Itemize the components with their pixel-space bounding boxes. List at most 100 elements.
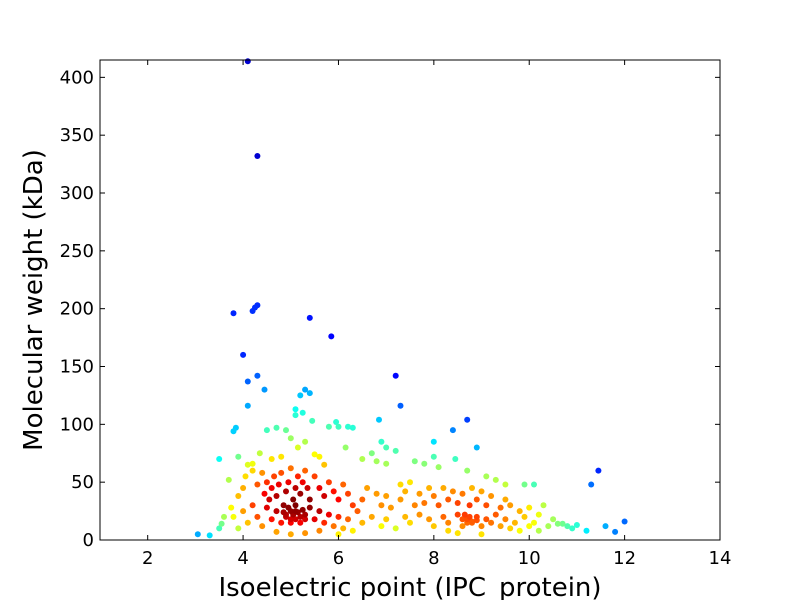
scatter-point: [259, 523, 266, 530]
scatter-point: [602, 523, 609, 530]
scatter-point: [249, 308, 256, 314]
scatter-point: [249, 467, 256, 474]
scatter-point: [302, 516, 309, 523]
scatter-point: [335, 423, 342, 430]
scatter-point: [321, 519, 328, 526]
scatter-point: [449, 488, 456, 495]
scatter-point: [244, 378, 251, 385]
scatter-point: [378, 502, 385, 509]
scatter-point: [421, 500, 428, 506]
scatter-point: [254, 481, 261, 488]
scatter-point: [259, 469, 266, 476]
scatter-point: [306, 390, 313, 397]
scatter-point: [507, 502, 514, 509]
scatter-point: [304, 485, 311, 491]
scatter-point: [483, 473, 490, 480]
scatter-point: [235, 493, 242, 499]
scatter-point: [349, 527, 356, 534]
scatter-point: [502, 496, 509, 503]
scatter-point: [430, 523, 437, 530]
y-tick-label: 400: [60, 67, 94, 88]
scatter-point: [335, 513, 342, 520]
scatter-point: [345, 423, 351, 430]
scatter-point: [454, 511, 461, 518]
scatter-point: [218, 520, 225, 527]
scatter-point: [478, 531, 485, 538]
scatter-point: [392, 447, 399, 454]
scatter-point: [249, 460, 256, 467]
scatter-point: [273, 493, 280, 499]
scatter-point: [230, 513, 237, 520]
scatter-point: [483, 502, 490, 509]
scatter-point: [368, 513, 375, 520]
scatter-point: [573, 522, 580, 528]
scatter-point: [299, 479, 306, 486]
scatter-point: [280, 502, 287, 509]
scatter-point: [299, 409, 306, 416]
scatter-point: [521, 481, 528, 488]
scatter-point: [244, 58, 251, 65]
scatter-point: [333, 419, 340, 425]
scatter-point: [554, 520, 561, 527]
x-tick-label: 14: [709, 548, 732, 569]
scatter-point: [387, 504, 394, 511]
scatter-point: [244, 402, 251, 409]
scatter-point: [497, 523, 504, 530]
ticks-layer: 2 4 6 8 10 12 14 0 50 100 150 200 250 300 350 400: [60, 60, 732, 569]
scatter-point: [402, 488, 409, 495]
scatter-point: [349, 424, 356, 431]
x-tick-label: 6: [333, 548, 344, 569]
scatter-point: [511, 519, 518, 526]
scatter-point: [306, 314, 313, 321]
scatter-point: [292, 485, 299, 491]
scatter-point: [621, 518, 628, 525]
scatter-point: [240, 485, 247, 491]
scatter-point: [325, 479, 332, 486]
scatter-point: [278, 519, 285, 526]
scatter-point: [416, 490, 423, 497]
scatter-point: [440, 485, 447, 491]
scatter-point: [240, 508, 247, 515]
scatter-point: [294, 444, 301, 451]
scatter-point: [206, 532, 213, 539]
scatter-point: [235, 453, 242, 460]
y-tick-label: 250: [60, 241, 94, 262]
scatter-point: [383, 493, 390, 499]
points-layer: [194, 58, 628, 539]
scatter-point: [354, 508, 361, 515]
scatter-point: [316, 485, 323, 491]
scatter-point: [297, 392, 304, 399]
scatter-point: [194, 531, 201, 538]
scatter-point: [407, 519, 413, 526]
x-tick-label: 12: [613, 548, 636, 569]
scatter-point: [583, 527, 590, 534]
scatter-point: [430, 453, 437, 460]
scatter-point: [290, 496, 297, 503]
scatter-point: [263, 427, 270, 434]
scatter-point: [502, 481, 509, 488]
scatter-point: [466, 513, 473, 520]
scatter-point: [302, 386, 309, 393]
scatter-point: [430, 493, 437, 499]
scatter-point: [325, 423, 332, 430]
scatter-point: [595, 467, 602, 474]
scatter-point: [261, 386, 268, 393]
scatter-point: [340, 481, 347, 488]
scatter-point: [373, 458, 380, 465]
scatter-point: [330, 488, 337, 495]
scatter-point: [392, 372, 399, 379]
scatter-point: [278, 453, 285, 460]
scatter-point: [612, 528, 619, 535]
scatter-point: [297, 490, 304, 497]
scatter-point: [488, 493, 495, 499]
scatter-point: [469, 485, 475, 491]
scatter-point: [383, 516, 390, 523]
scatter-point: [445, 519, 452, 526]
scatter-point: [411, 502, 418, 509]
scatter-point: [297, 519, 304, 526]
scatter-point: [368, 450, 375, 457]
scatter-point: [426, 485, 433, 491]
scatter-point: [299, 506, 306, 513]
scatter-point: [345, 490, 351, 497]
y-tick-label: 150: [60, 357, 94, 378]
